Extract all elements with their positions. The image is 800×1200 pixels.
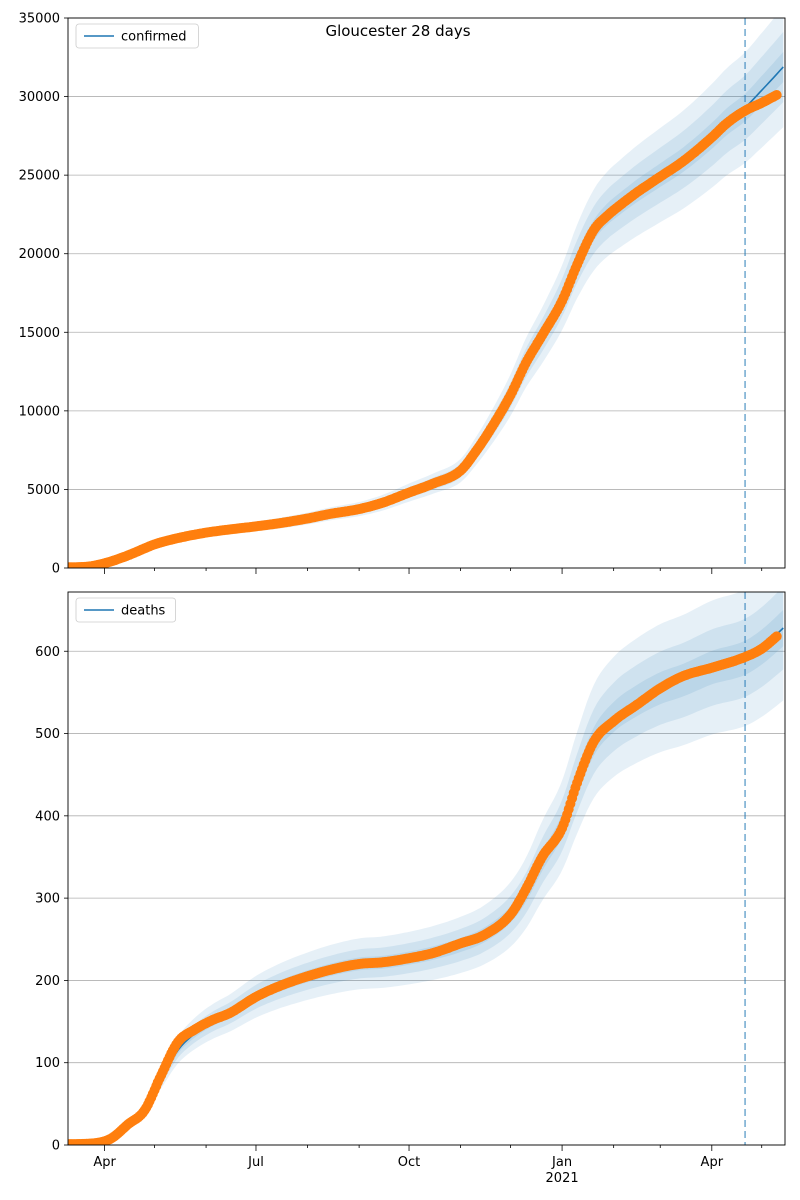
- axes-frame: [67, 591, 786, 1146]
- axes-frame: [67, 17, 786, 569]
- x-tick-label: Apr: [93, 1155, 116, 1170]
- x-tick-label: Jan: [551, 1155, 572, 1170]
- legend: deaths: [75, 597, 176, 623]
- y-tick-label: 500: [35, 727, 60, 742]
- y-tick-label: 20000: [19, 247, 60, 262]
- observed-point: [771, 631, 782, 642]
- y-tick-label: 300: [35, 892, 60, 907]
- plot-area: [68, 18, 784, 568]
- x-tick-label: Jul: [247, 1155, 264, 1170]
- confirmed-panel: 0 5000 10000 15000 20000 25000 30000 35000 confi…: [19, 12, 786, 577]
- y-tick-label: 100: [35, 1056, 60, 1071]
- y-tick-label: 10000: [19, 404, 60, 419]
- y-tick-label: 400: [35, 809, 60, 824]
- y-tick-label: 600: [35, 645, 60, 660]
- legend-label: confirmed: [121, 30, 187, 45]
- y-tick-label: 25000: [19, 169, 60, 184]
- x-tick-label: Oct: [398, 1155, 420, 1170]
- observed-point: [771, 90, 782, 100]
- plot-area: [68, 592, 784, 1145]
- y-tick-label: 15000: [19, 326, 60, 341]
- x-tick-year-label: 2021: [546, 1171, 579, 1186]
- y-tick-label: 0: [52, 562, 60, 577]
- y-tick-label: 35000: [19, 12, 60, 27]
- legend-box: [75, 23, 199, 49]
- y-tick-label: 30000: [19, 90, 60, 105]
- legend-label: deaths: [121, 604, 166, 619]
- x-tick-label: Apr: [701, 1155, 724, 1170]
- legend-box: [75, 597, 176, 623]
- y-tick-label: 0: [52, 1139, 60, 1154]
- y-tick-label: 200: [35, 974, 60, 989]
- legend: confirmed: [75, 23, 199, 49]
- figure-title: Gloucester 28 days: [325, 22, 470, 40]
- y-tick-label: 5000: [27, 483, 60, 498]
